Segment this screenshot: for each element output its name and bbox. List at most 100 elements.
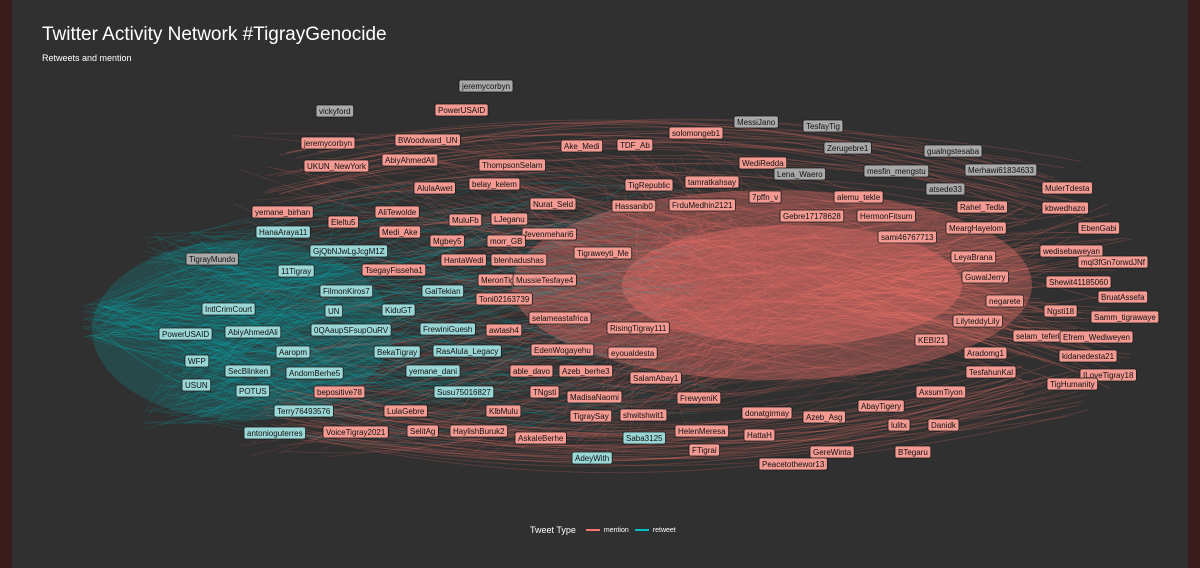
mention-edge (286, 119, 1018, 187)
node-label-text: gualngstesaba (927, 147, 980, 156)
node-label-box (684, 175, 740, 189)
mention-edge (814, 228, 1070, 318)
node-label: BTegaru (894, 445, 932, 459)
node-label: wedisebaweyan (1039, 244, 1104, 258)
mention-edge (663, 327, 965, 393)
node-label-text: ThompsonSelam (482, 161, 543, 170)
mention-edge (584, 273, 857, 289)
node-label: MussieTesfaye4 (512, 273, 577, 287)
node-label-text: antonioguterres (247, 429, 303, 438)
node-label-text: IntlCrimCourt (205, 305, 253, 314)
retweet-edge (145, 315, 374, 413)
node-label: Aradomg1 (963, 346, 1008, 360)
node-label: AdeyWith (571, 451, 613, 465)
mention-edge (797, 295, 1125, 316)
mention-edge (682, 346, 801, 356)
node-label: HanaAraya11 (255, 225, 311, 239)
retweet-edge (190, 232, 586, 350)
mention-edge (667, 287, 686, 310)
mention-edge (554, 237, 1038, 290)
node-label: MessiJano (733, 115, 779, 129)
node-label-box (925, 182, 966, 196)
node-label-box (1077, 255, 1149, 269)
retweet-edge (170, 251, 436, 306)
node-label: FrewiniGuesh (419, 322, 476, 336)
mention-edge (571, 262, 948, 392)
node-label: MuluFb (448, 213, 483, 227)
retweet-edge (194, 290, 583, 440)
node-label-box (927, 418, 960, 432)
node-label-text: Rahel_Tedla (960, 203, 1005, 212)
node-label-text: Samm_tigrawaye (1094, 313, 1156, 322)
node-label: HermonFitsum (856, 209, 916, 223)
node-label-box (158, 327, 213, 341)
node-label-text: lulitx (891, 421, 907, 430)
node-label-text: AbayTigery (861, 402, 901, 411)
node-label-text: TigRepublic (628, 181, 670, 190)
node-label: TNgsti (529, 385, 560, 399)
node-label: lulitx (887, 418, 911, 432)
mention-edge (591, 163, 702, 245)
node-label-box (309, 244, 388, 258)
mention-edge (640, 289, 971, 341)
mention-edge (279, 123, 1041, 211)
node-label-box (378, 225, 421, 239)
node-label-box (405, 364, 461, 378)
mention-edge (290, 224, 806, 423)
node-label-box (285, 366, 344, 380)
mention-edge (534, 212, 1013, 356)
mention-edge (274, 300, 987, 309)
node-label-text: wedisebaweyan (1042, 247, 1100, 256)
node-label: AbiyAhmedAli (381, 153, 439, 167)
node-label-text: bepositive78 (317, 388, 362, 397)
retweet-edge (145, 381, 645, 429)
node-label-box (748, 190, 782, 204)
node-label: TigRepublic (624, 178, 674, 192)
node-label: alemu_tekle (833, 190, 884, 204)
node-label-text: MessiJano (737, 118, 776, 127)
mention-edge (832, 268, 1115, 278)
node-label: morr_GB (486, 234, 526, 248)
node-label-box (243, 426, 306, 440)
node-label: BruatAssefa (1097, 290, 1148, 304)
mention-edge (326, 251, 794, 413)
node-label-text: Azeb_berhe3 (562, 367, 610, 376)
mention-edge (666, 277, 776, 365)
node-label-text: AliTewolde (378, 208, 417, 217)
mention-edge (370, 283, 1008, 380)
retweet-edge (149, 211, 389, 262)
node-label: blenhadushas (490, 253, 548, 267)
retweet-edge (157, 335, 654, 370)
node-label: BWoodward_UN (394, 133, 461, 147)
mention-edge (233, 203, 867, 306)
mention-edge (361, 163, 1029, 306)
node-label: SecBlinken (224, 364, 272, 378)
mention-edge (447, 219, 917, 243)
node-label-box (741, 406, 793, 420)
node-label: belay_kelem (468, 177, 521, 191)
node-label: Susu75016827 (433, 385, 495, 399)
retweet-edge (171, 207, 533, 323)
node-label: AskaleBerhe (514, 431, 567, 445)
node-label-text: MeargHayelom (949, 224, 1004, 233)
mention-edge (903, 236, 1081, 253)
mention-edge (844, 308, 1127, 376)
retweet-edge (214, 318, 509, 357)
node-label: TesfahunKal (965, 365, 1017, 379)
retweet-edge (90, 272, 274, 323)
retweet-edge (213, 289, 419, 326)
node-label-box (361, 263, 427, 277)
mention-edge (426, 203, 763, 350)
node-label-text: Azeb_Asg (806, 413, 842, 422)
node-label-text: solomongeb1 (672, 129, 721, 138)
retweet-edge (194, 245, 689, 389)
node-label-box (458, 79, 514, 93)
node-label-box (468, 177, 521, 191)
mention-edge (264, 157, 1051, 202)
node-label-text: eyoualdesta (611, 349, 655, 358)
mention-edge (563, 283, 801, 415)
mention-edge (569, 233, 846, 289)
retweet-edge (176, 367, 454, 402)
node-label: MeargHayelom (945, 221, 1007, 235)
mention-edge (280, 362, 971, 414)
